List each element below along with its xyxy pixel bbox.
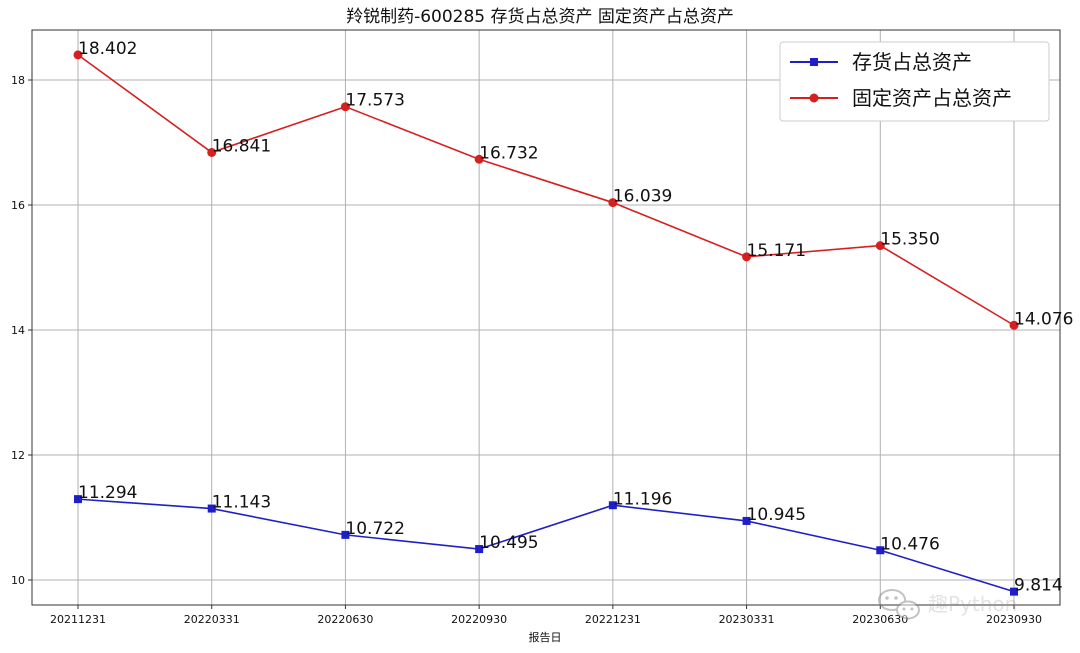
watermark-text: 趣Python: [928, 592, 1017, 616]
data-point: [876, 546, 885, 555]
data-point: [742, 516, 751, 525]
x-tick-label: 20220331: [184, 613, 240, 626]
plot-area: [31, 29, 1061, 606]
wechat-icon: [878, 589, 920, 620]
data-label: 11.196: [613, 489, 672, 509]
y-tick-label: 10: [11, 574, 25, 587]
data-labels: 11.294 11.143 10.722 10.495 11.196 10.945 10.4…: [78, 39, 1073, 596]
data-point: [340, 102, 350, 112]
data-point: [207, 147, 217, 157]
data-point: [1010, 587, 1018, 596]
data-point: [341, 530, 350, 539]
legend-box: [779, 41, 1050, 122]
data-label: 17.573: [345, 91, 404, 111]
x-axis-label: 报告日: [529, 630, 562, 644]
y-tick-label: 16: [11, 199, 25, 212]
data-point: [475, 545, 484, 554]
data-label: 10.476: [880, 534, 939, 554]
data-label: 15.171: [747, 241, 806, 261]
x-tick-label: 20230930: [986, 613, 1042, 626]
data-label: 9.814: [1014, 576, 1063, 596]
series-group: [73, 50, 1019, 596]
data-label: 11.294: [78, 483, 137, 503]
data-label: 16.841: [212, 136, 271, 156]
data-label: 10.495: [479, 533, 538, 553]
axis-ticks: 20211231 20220331 20220630 20220930 20221231…: [11, 74, 1042, 626]
series-line-0: [77, 498, 1015, 593]
chart-title: 羚锐制药-600285 存货占总资产 固定资产占总资产: [346, 7, 734, 27]
legend: 存货占总资产 固定资产占总资产: [779, 41, 1050, 122]
data-label: 16.039: [613, 187, 672, 207]
legend-marker-fixed-assets: [809, 93, 819, 103]
series-line-1: [77, 54, 1015, 326]
y-tick-label: 18: [11, 74, 25, 87]
data-label: 15.350: [880, 230, 939, 250]
data-label: 16.732: [479, 143, 538, 163]
watermark: 趣Python: [878, 589, 1017, 620]
data-label: 10.722: [345, 519, 404, 539]
data-label: 18.402: [78, 39, 137, 59]
x-tick-label: 20221231: [585, 613, 641, 626]
data-label: 11.143: [212, 493, 271, 513]
data-point: [1009, 320, 1019, 330]
data-point: [742, 252, 752, 262]
y-tick-label: 14: [11, 324, 25, 337]
data-label: 14.076: [1014, 309, 1073, 329]
x-tick-label: 20211231: [50, 613, 106, 626]
data-point: [74, 495, 82, 504]
data-point: [474, 154, 484, 164]
legend-label-inventory: 存货占总资产: [852, 50, 972, 74]
data-point: [608, 501, 617, 510]
x-tick-label: 20220930: [451, 613, 507, 626]
data-label: 10.945: [747, 505, 806, 525]
x-tick-label: 20230331: [719, 613, 775, 626]
data-point: [73, 50, 83, 60]
data-point: [608, 198, 618, 208]
data-point: [207, 504, 216, 513]
y-tick-label: 12: [11, 449, 25, 462]
x-tick-label: 20230630: [852, 613, 908, 626]
legend-marker-inventory: [810, 58, 818, 66]
legend-label-fixed-assets: 固定资产占总资产: [852, 86, 1012, 110]
data-point: [875, 241, 885, 251]
x-tick-label: 20220630: [317, 613, 373, 626]
